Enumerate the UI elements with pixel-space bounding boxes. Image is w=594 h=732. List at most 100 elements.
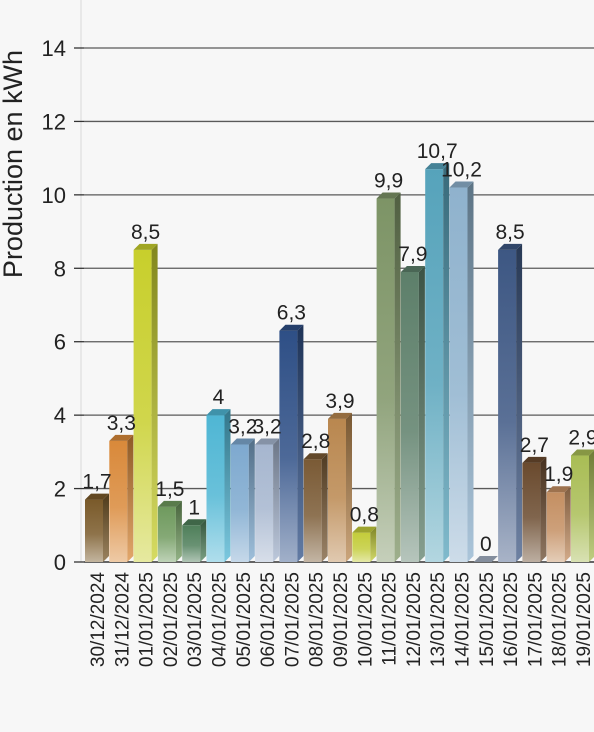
bar-front: [498, 249, 517, 562]
bar-top: [182, 519, 207, 526]
x-tick-label: 09/01/2025: [331, 572, 352, 667]
bar-front: [376, 198, 395, 562]
data-label: 1,9: [544, 463, 573, 486]
bar-18-01-2025: [546, 486, 571, 562]
bar-side: [127, 434, 134, 562]
data-label: 3,3: [107, 412, 136, 435]
data-label: 1,7: [82, 471, 111, 494]
bar-09-01-2025: [328, 412, 352, 562]
x-tick-label: 01/01/2025: [137, 572, 158, 667]
bar-top: [157, 500, 182, 507]
x-tick-label: 03/01/2025: [185, 572, 206, 667]
bar-16-01-2025: [498, 243, 523, 562]
bar-19-01-2025: [571, 449, 594, 562]
x-tick-label: 10/01/2025: [355, 572, 376, 667]
x-tick-label: 15/01/2025: [477, 572, 498, 667]
bar-top: [133, 243, 158, 250]
x-tick-label: 02/01/2025: [161, 572, 182, 667]
bar-front: [206, 415, 225, 562]
x-tick-label: 11/01/2025: [380, 572, 401, 666]
data-label: 8,5: [131, 221, 160, 244]
bar-front: [255, 444, 274, 562]
bar-top: [571, 449, 594, 456]
bar-side: [540, 456, 547, 562]
bar-side: [516, 243, 523, 562]
x-tick-label: 07/01/2025: [282, 572, 303, 667]
bar-06-01-2025: [255, 438, 280, 562]
y-tick-label: 8: [54, 256, 66, 281]
bar-top: [400, 265, 425, 272]
bar-side: [297, 324, 304, 562]
bar-front: [328, 418, 346, 562]
bar-top: [328, 412, 352, 419]
data-label: 2,7: [520, 434, 549, 457]
x-tick-label: 13/01/2025: [428, 572, 449, 667]
y-tick-label: 10: [42, 183, 66, 208]
y-tick-label: 12: [42, 109, 66, 134]
bar-top: [230, 438, 255, 445]
data-label: 10,7: [417, 140, 458, 163]
bar-02-01-2025: [157, 500, 182, 562]
bar-17-01-2025: [522, 456, 547, 562]
y-tick-label: 4: [54, 403, 66, 428]
x-tick-label: 31/12/2024: [112, 572, 133, 668]
bar-01-01-2025: [133, 243, 158, 562]
bar-side: [200, 519, 207, 562]
bar-30-12-2024: [85, 493, 109, 562]
bar-side: [321, 453, 328, 562]
bar-top: [206, 409, 231, 416]
bar-front: [571, 455, 589, 562]
bar-side: [443, 163, 450, 562]
data-label: 0,8: [350, 504, 379, 527]
bar-front: [157, 506, 176, 562]
x-tick-label: 30/12/2024: [88, 572, 109, 668]
grid: [84, 47, 594, 490]
x-tick-label: 04/01/2025: [210, 572, 231, 667]
y-tick-label: 6: [54, 330, 66, 355]
bar-top: [109, 434, 134, 441]
bar-03-01-2025: [182, 519, 207, 562]
bar-side: [175, 500, 182, 562]
bar-side: [418, 265, 425, 562]
bar-04-01-2025: [206, 409, 231, 562]
bar-front: [303, 459, 322, 562]
bar-31-12-2024: [109, 434, 134, 562]
bar-front: [85, 499, 103, 562]
data-label: 8,5: [495, 221, 524, 244]
bar-top: [255, 438, 280, 445]
bar-front: [133, 249, 152, 562]
x-tick-label: 14/01/2025: [453, 572, 474, 667]
y-tick-label: 14: [42, 36, 66, 61]
bar-top: [85, 493, 109, 500]
x-tick-label: 19/01/2025: [574, 572, 594, 667]
data-label: 3,2: [252, 416, 281, 439]
bar-front: [182, 525, 201, 562]
data-label: 1,5: [155, 478, 184, 501]
data-label: 9,9: [374, 170, 403, 193]
bar-10-01-2025: [352, 526, 377, 562]
bar-top: [303, 453, 328, 460]
data-label: 2,8: [301, 430, 330, 453]
x-tick-label: 18/01/2025: [550, 572, 571, 667]
data-label: 3,2: [228, 416, 257, 439]
bar-side: [467, 181, 474, 562]
bar-front: [279, 330, 298, 562]
bar-front: [109, 440, 128, 562]
y-tick-label: 2: [54, 477, 66, 502]
x-tick-label: 16/01/2025: [501, 572, 522, 667]
bar-side: [248, 438, 255, 562]
bar-side: [370, 526, 377, 562]
x-tick-labels: 30/12/2024 31/12/2024 01/01/2025 02/01/2025…: [88, 572, 594, 668]
bar-top: [279, 324, 304, 331]
bar-11-01-2025: [376, 192, 401, 562]
data-label: 3,9: [325, 390, 354, 413]
bar-12-01-2025: [400, 265, 425, 562]
bar-top: [425, 163, 450, 170]
bar-top: [473, 556, 498, 562]
data-labels: 1,73,38,51,5143,23,26,32,83,90,89,97,910…: [82, 140, 594, 556]
data-label: 2,9: [568, 427, 594, 450]
bar-front: [522, 462, 541, 562]
bar-top: [546, 486, 571, 493]
bar-side: [346, 412, 352, 562]
bar-front: [425, 169, 444, 562]
